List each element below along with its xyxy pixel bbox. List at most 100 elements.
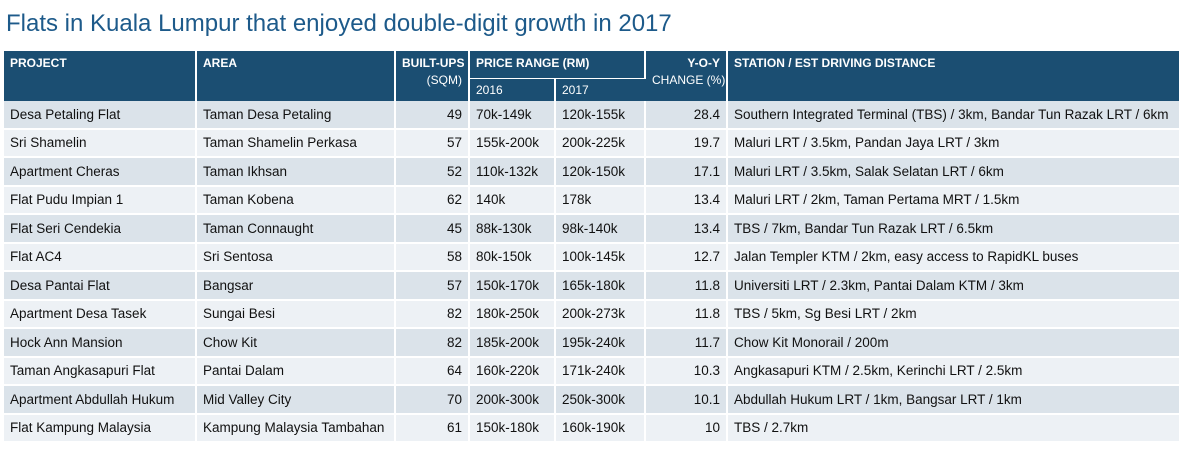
price-2016-cell: 200k-300k: [469, 385, 556, 415]
builtups-cell: 49: [395, 101, 470, 130]
area-cell: Mid Valley City: [196, 385, 396, 415]
builtups-cell: 70: [395, 385, 470, 415]
area-cell: Sri Sentosa: [196, 242, 396, 272]
price-2016-cell: 185k-200k: [469, 328, 556, 358]
price-2017-cell: 98k-140k: [555, 214, 646, 244]
price-2016-cell: 80k-150k: [469, 242, 556, 272]
header-builtups: BUILT-UPS (SQM): [395, 51, 470, 101]
price-2017-cell: 120k-150k: [555, 157, 646, 187]
yoy-cell: 13.4: [645, 214, 728, 244]
yoy-cell: 10: [645, 413, 728, 443]
header-builtups-unit: (SQM): [426, 73, 462, 87]
project-cell: Taman Angkasapuri Flat: [4, 356, 197, 386]
station-cell: Maluri LRT / 2km, Taman Pertama MRT / 1.…: [727, 185, 1179, 215]
yoy-cell: 13.4: [645, 185, 728, 215]
table-body: Desa Petaling Flat Taman Desa Petaling 4…: [4, 101, 1179, 443]
table-row: Apartment Desa Tasek Sungai Besi 82 180k…: [4, 299, 1179, 329]
price-2017-cell: 160k-190k: [555, 413, 646, 443]
station-cell: Chow Kit Monorail / 200m: [727, 328, 1179, 358]
header-year-2017: 2017: [555, 78, 645, 101]
area-cell: Bangsar: [196, 271, 396, 301]
project-cell: Flat Kampung Malaysia: [4, 413, 197, 443]
yoy-cell: 19.7: [645, 128, 728, 158]
price-2017-cell: 250k-300k: [555, 385, 646, 415]
table-row: Taman Angkasapuri Flat Pantai Dalam 64 1…: [4, 356, 1179, 386]
price-2016-cell: 150k-170k: [469, 271, 556, 301]
station-cell: Maluri LRT / 3.5km, Salak Selatan LRT / …: [727, 157, 1179, 187]
price-2016-cell: 88k-130k: [469, 214, 556, 244]
header-year-2016: 2016: [469, 78, 556, 101]
table-row: Flat Seri Cendekia Taman Connaught 45 88…: [4, 214, 1179, 244]
area-cell: Chow Kit: [196, 328, 396, 358]
header-area: AREA: [196, 51, 396, 101]
project-cell: Apartment Cheras: [4, 157, 197, 187]
builtups-cell: 45: [395, 214, 470, 244]
builtups-cell: 64: [395, 356, 470, 386]
table-row: Flat Kampung Malaysia Kampung Malaysia T…: [4, 413, 1179, 443]
header-yoy: Y-O-Y CHANGE (%): [645, 51, 728, 101]
station-cell: TBS / 2.7km: [727, 413, 1179, 443]
table-row: Desa Pantai Flat Bangsar 57 150k-170k 16…: [4, 271, 1179, 301]
builtups-cell: 82: [395, 328, 470, 358]
table-row: Sri Shamelin Taman Shamelin Perkasa 57 1…: [4, 128, 1179, 158]
station-cell: Southern Integrated Terminal (TBS) / 3km…: [727, 101, 1179, 130]
price-2017-cell: 165k-180k: [555, 271, 646, 301]
table-row: Flat AC4 Sri Sentosa 58 80k-150k 100k-14…: [4, 242, 1179, 272]
table-row: Desa Petaling Flat Taman Desa Petaling 4…: [4, 101, 1179, 130]
project-cell: Sri Shamelin: [4, 128, 197, 158]
price-2017-cell: 195k-240k: [555, 328, 646, 358]
header-project: PROJECT: [4, 51, 197, 101]
project-cell: Apartment Abdullah Hukum: [4, 385, 197, 415]
builtups-cell: 58: [395, 242, 470, 272]
header-yoy-unit: CHANGE (%): [652, 73, 726, 87]
station-cell: TBS / 7km, Bandar Tun Razak LRT / 6.5km: [727, 214, 1179, 244]
builtups-cell: 62: [395, 185, 470, 215]
project-cell: Flat AC4: [4, 242, 197, 272]
price-2016-cell: 150k-180k: [469, 413, 556, 443]
area-cell: Taman Desa Petaling: [196, 101, 396, 130]
price-2017-cell: 178k: [555, 185, 646, 215]
area-cell: Taman Shamelin Perkasa: [196, 128, 396, 158]
station-cell: Angkasapuri KTM / 2.5km, Kerinchi LRT / …: [727, 356, 1179, 386]
price-2016-cell: 70k-149k: [469, 101, 556, 130]
yoy-cell: 11.8: [645, 299, 728, 329]
header-station: STATION / EST DRIVING DISTANCE: [727, 51, 1179, 101]
project-cell: Apartment Desa Tasek: [4, 299, 197, 329]
project-cell: Hock Ann Mansion: [4, 328, 197, 358]
price-2016-cell: 160k-220k: [469, 356, 556, 386]
header-builtups-label: BUILT-UPS: [402, 56, 465, 70]
yoy-cell: 10.1: [645, 385, 728, 415]
table-row: Flat Pudu Impian 1 Taman Kobena 62 140k …: [4, 185, 1179, 215]
yoy-cell: 10.3: [645, 356, 728, 386]
price-2016-cell: 155k-200k: [469, 128, 556, 158]
page-title: Flats in Kuala Lumpur that enjoyed doubl…: [6, 10, 672, 37]
table-row: Apartment Abdullah Hukum Mid Valley City…: [4, 385, 1179, 415]
area-cell: Taman Connaught: [196, 214, 396, 244]
price-2017-cell: 171k-240k: [555, 356, 646, 386]
area-cell: Sungai Besi: [196, 299, 396, 329]
price-2016-cell: 140k: [469, 185, 556, 215]
yoy-cell: 28.4: [645, 101, 728, 130]
price-2016-cell: 110k-132k: [469, 157, 556, 187]
header-price-range: PRICE RANGE (RM): [469, 51, 646, 79]
price-2017-cell: 200k-273k: [555, 299, 646, 329]
station-cell: TBS / 5km, Sg Besi LRT / 2km: [727, 299, 1179, 329]
builtups-cell: 61: [395, 413, 470, 443]
builtups-cell: 57: [395, 271, 470, 301]
area-cell: Taman Ikhsan: [196, 157, 396, 187]
project-cell: Flat Seri Cendekia: [4, 214, 197, 244]
yoy-cell: 17.1: [645, 157, 728, 187]
table-row: Hock Ann Mansion Chow Kit 82 185k-200k 1…: [4, 328, 1179, 358]
builtups-cell: 57: [395, 128, 470, 158]
price-2017-cell: 100k-145k: [555, 242, 646, 272]
yoy-cell: 11.8: [645, 271, 728, 301]
station-cell: Maluri LRT / 3.5km, Pandan Jaya LRT / 3k…: [727, 128, 1179, 158]
builtups-cell: 52: [395, 157, 470, 187]
price-2016-cell: 180k-250k: [469, 299, 556, 329]
growth-table: PROJECT AREA BUILT-UPS (SQM) PRICE RANGE…: [4, 51, 1179, 443]
price-2017-cell: 200k-225k: [555, 128, 646, 158]
project-cell: Desa Pantai Flat: [4, 271, 197, 301]
area-cell: Kampung Malaysia Tambahan: [196, 413, 396, 443]
table-row: Apartment Cheras Taman Ikhsan 52 110k-13…: [4, 157, 1179, 187]
yoy-cell: 12.7: [645, 242, 728, 272]
